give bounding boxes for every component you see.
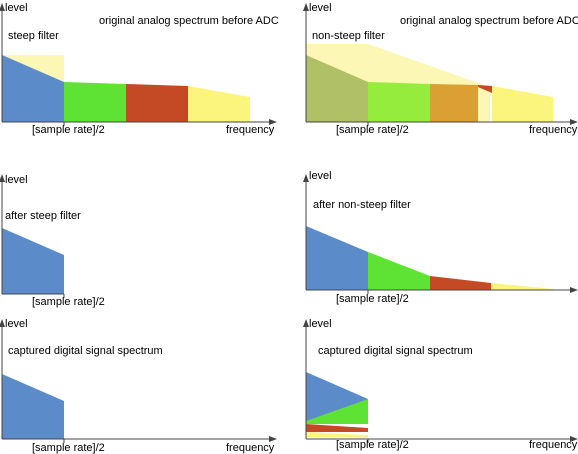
panel-caption: captured digital signal spectrum <box>318 345 473 357</box>
x-axis-label: frequency <box>529 439 578 451</box>
band-blue <box>2 374 64 439</box>
band-yellow-aliased <box>306 432 368 438</box>
y-axis-arrow <box>0 174 5 182</box>
cutoff-label: [sample rate]/2 <box>32 296 105 308</box>
band-red <box>430 276 491 290</box>
band-green <box>64 82 126 122</box>
band-green <box>368 252 430 290</box>
panel-title: original analog spectrum before ADC <box>99 15 279 27</box>
panel-top-left: level original analog spectrum before AD… <box>0 2 279 136</box>
band-yellow <box>491 283 553 290</box>
band-yellow <box>188 86 250 122</box>
y-axis-label: level <box>5 174 28 186</box>
panel-title: original analog spectrum before ADC <box>400 15 578 27</box>
filter-label: non-steep filter <box>312 30 385 42</box>
panel-middle-right: level after non-steep filter [sample rat… <box>303 170 578 305</box>
band-red-edge <box>478 85 492 93</box>
panel-caption: captured digital signal spectrum <box>8 345 163 357</box>
x-axis-label: frequency <box>226 442 275 454</box>
cutoff-label: [sample rate]/2 <box>336 439 409 451</box>
y-axis-label: level <box>5 2 28 14</box>
x-axis-arrow <box>570 436 578 442</box>
y-axis-label: level <box>5 318 28 330</box>
y-axis-arrow <box>303 319 309 327</box>
y-axis-arrow <box>0 3 5 11</box>
band-blue-filtered <box>306 55 368 122</box>
panel-bottom-left: level captured digital signal spectrum [… <box>0 318 277 454</box>
x-axis-arrow <box>269 436 277 442</box>
x-axis-arrow <box>269 119 277 125</box>
band-green-filtered <box>368 82 430 122</box>
filter-label: steep filter <box>8 30 59 42</box>
band-blue <box>2 55 64 122</box>
y-axis-label: level <box>309 170 332 182</box>
cutoff-label: [sample rate]/2 <box>336 293 409 305</box>
y-axis-label: level <box>309 2 332 14</box>
band-red-aliased <box>306 424 368 432</box>
x-axis-label: frequency <box>529 124 578 136</box>
x-axis-arrow <box>570 287 578 293</box>
panel-caption: after non-steep filter <box>313 199 411 211</box>
band-blue <box>306 226 368 290</box>
panel-middle-left: level after steep filter [sample rate]/2 <box>0 174 105 308</box>
panel-bottom-right: level captured digital signal spectrum [… <box>303 318 578 451</box>
y-axis-label: level <box>309 318 332 330</box>
cutoff-label: [sample rate]/2 <box>336 124 409 136</box>
band-green-aliased <box>306 399 368 424</box>
band-red-filtered <box>430 84 478 122</box>
panel-top-right: level original analog spectrum before AD… <box>303 2 578 136</box>
band-yellow <box>492 86 553 122</box>
y-axis-arrow <box>303 174 309 182</box>
cutoff-label: [sample rate]/2 <box>32 442 105 454</box>
x-axis-label: frequency <box>226 124 275 136</box>
panel-caption: after steep filter <box>5 210 81 222</box>
band-red <box>126 84 188 122</box>
x-axis-arrow <box>570 119 578 125</box>
y-axis-arrow <box>0 319 5 327</box>
y-axis-arrow <box>303 3 309 11</box>
cutoff-label: [sample rate]/2 <box>32 124 105 136</box>
band-blue <box>2 228 64 294</box>
